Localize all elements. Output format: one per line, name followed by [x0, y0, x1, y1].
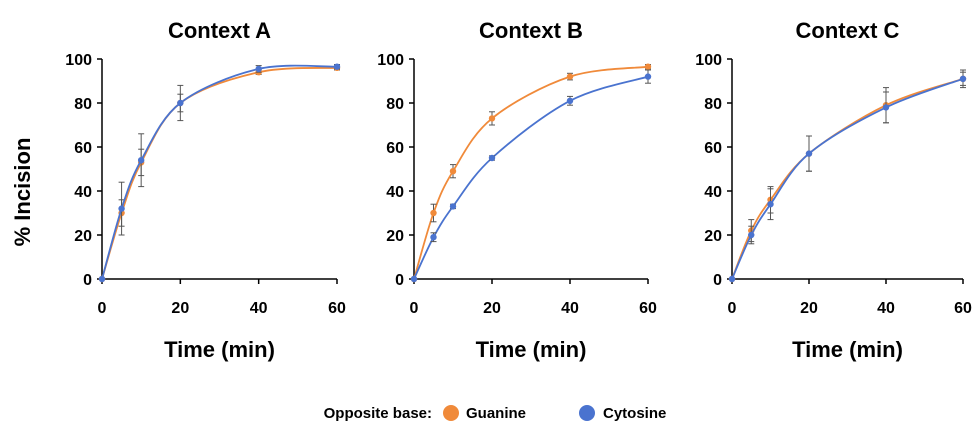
- data-point-cytosine: [767, 201, 774, 208]
- legend-label-guanine: Guanine: [466, 405, 526, 422]
- legend: Opposite base: Guanine Cytosine: [324, 405, 666, 422]
- y-tick-label: 60: [74, 140, 92, 157]
- data-point-cytosine: [255, 65, 262, 73]
- data-point-cytosine: [805, 150, 813, 157]
- y-tick-label: 60: [704, 140, 722, 157]
- legend-label-cytosine: Cytosine: [603, 405, 666, 422]
- data-point-guanine: [644, 63, 652, 70]
- series-line-cytosine: [101, 64, 338, 280]
- x-axis-label: Time (min): [792, 337, 903, 362]
- y-tick-label: 100: [695, 52, 722, 69]
- x-tick-label: 40: [250, 300, 268, 317]
- data-point-cytosine: [882, 104, 890, 111]
- legend-marker-cytosine: [579, 405, 595, 421]
- panel-2: Context B 0 20 40 60 80 100 0 20 40 60 Time (min): [377, 18, 657, 362]
- data-point-guanine: [566, 73, 574, 80]
- data-point-guanine: [430, 209, 437, 217]
- x-tick-label: 20: [483, 300, 501, 317]
- x-tick-label: 40: [561, 300, 579, 317]
- data-point-cytosine: [118, 205, 125, 212]
- y-tick-label: 100: [65, 52, 92, 69]
- x-tick-label: 60: [954, 300, 972, 317]
- panel-title: Context C: [796, 18, 900, 43]
- x-tick-label: 60: [639, 300, 657, 317]
- y-tick-label: 80: [704, 96, 722, 113]
- x-tick-label: 0: [410, 300, 419, 317]
- data-point-cytosine: [728, 275, 736, 283]
- panel-3: Context C 0 20 40 60 80 100 0 20 40 60 Time (min): [695, 18, 972, 362]
- x-tick-label: 20: [800, 300, 818, 317]
- data-point-cytosine: [410, 275, 418, 283]
- y-tick-label: 20: [74, 228, 92, 245]
- series-line-guanine: [731, 77, 964, 280]
- y-tick-label: 80: [74, 96, 92, 113]
- panel-1: Context A 0 20 40 60 80 100 0 20 40 60 Time (min): [65, 18, 346, 362]
- y-tick-label: 100: [377, 52, 404, 69]
- y-tick-label: 0: [713, 272, 722, 289]
- x-axis-label: Time (min): [164, 337, 275, 362]
- y-tick-label: 20: [704, 228, 722, 245]
- legend-title: Opposite base:: [324, 405, 432, 422]
- x-tick-label: 60: [328, 300, 346, 317]
- y-tick-label: 40: [704, 184, 722, 201]
- series-line-guanine: [101, 66, 338, 280]
- data-point-cytosine: [98, 275, 106, 283]
- shared-y-axis-label: % Incision: [10, 138, 35, 247]
- y-tick-label: 40: [386, 184, 404, 201]
- y-tick-label: 0: [83, 272, 92, 289]
- panel-title: Context A: [168, 18, 271, 43]
- data-point-guanine: [449, 168, 457, 175]
- data-point-guanine: [488, 115, 496, 122]
- data-point-cytosine: [137, 157, 145, 164]
- x-tick-label: 20: [171, 300, 189, 317]
- x-tick-label: 40: [877, 300, 895, 317]
- x-tick-label: 0: [728, 300, 737, 317]
- y-tick-label: 60: [386, 140, 404, 157]
- data-point-cytosine: [566, 97, 574, 105]
- data-point-cytosine: [430, 234, 437, 241]
- data-point-cytosine: [644, 73, 652, 80]
- panel-title: Context B: [479, 18, 583, 43]
- data-point-cytosine: [449, 203, 457, 210]
- data-point-cytosine: [959, 75, 967, 83]
- x-tick-label: 0: [98, 300, 107, 317]
- y-tick-label: 0: [395, 272, 404, 289]
- series-line-cytosine: [731, 77, 964, 280]
- data-point-cytosine: [488, 154, 496, 162]
- y-tick-label: 80: [386, 96, 404, 113]
- y-tick-label: 40: [74, 184, 92, 201]
- series-line-guanine: [413, 65, 649, 280]
- legend-marker-guanine: [443, 405, 459, 421]
- y-tick-label: 20: [386, 228, 404, 245]
- data-point-cytosine: [748, 231, 755, 239]
- x-axis-label: Time (min): [476, 337, 587, 362]
- data-point-cytosine: [333, 63, 341, 70]
- data-point-cytosine: [177, 99, 184, 107]
